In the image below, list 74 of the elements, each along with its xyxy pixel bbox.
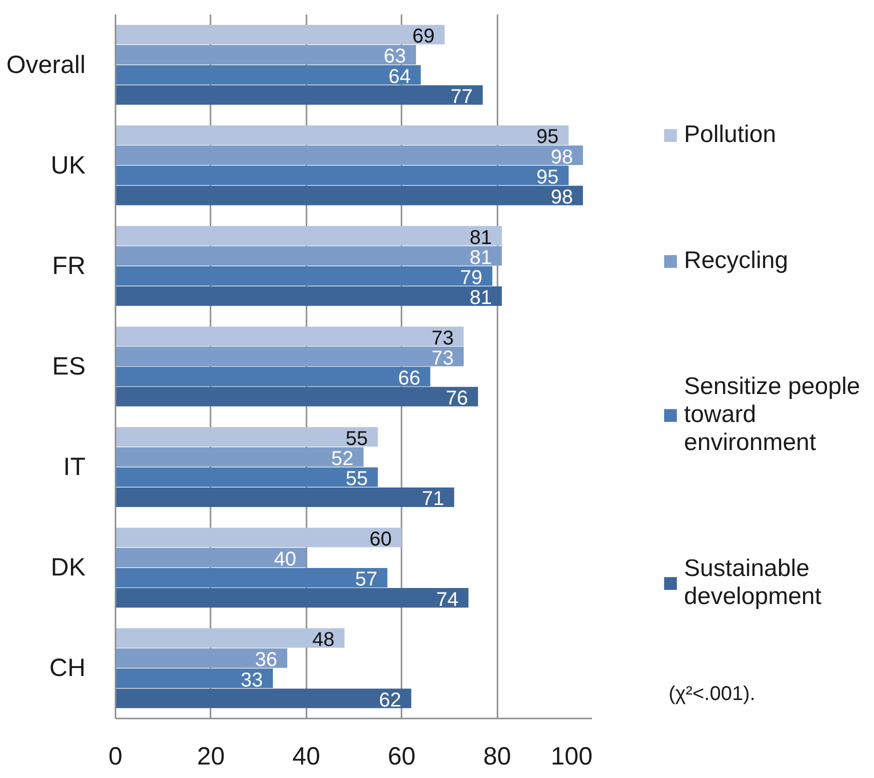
- data-label: 57: [355, 568, 378, 591]
- data-label: 63: [384, 46, 406, 68]
- y-tick-label: IT: [63, 453, 86, 482]
- bar: [116, 125, 569, 145]
- bar: [116, 386, 478, 406]
- data-label: 73: [431, 327, 454, 350]
- bar: [116, 346, 464, 366]
- bar: [116, 186, 583, 206]
- x-tick-label: 100: [550, 742, 593, 770]
- bar: [116, 688, 412, 708]
- bar: [116, 65, 421, 85]
- y-tick-label: ES: [52, 352, 86, 380]
- data-label: 81: [470, 287, 492, 310]
- data-label: 60: [369, 528, 392, 550]
- bar: [116, 588, 468, 608]
- bar: [116, 668, 273, 688]
- bar: [116, 427, 378, 447]
- data-label: 62: [378, 689, 402, 712]
- bar: [116, 166, 569, 186]
- x-tick-label: 80: [483, 742, 512, 770]
- bar: [116, 568, 388, 588]
- data-label: 98: [550, 186, 573, 209]
- data-label: 55: [346, 428, 368, 450]
- bar: [116, 266, 492, 286]
- x-tick-label: 0: [108, 742, 122, 770]
- bar: [116, 366, 430, 386]
- legend-label: Pollution: [684, 121, 776, 149]
- bar: [116, 628, 344, 648]
- data-label: 33: [240, 669, 263, 692]
- bar: [116, 146, 583, 166]
- data-label: 95: [536, 166, 559, 188]
- x-tick-label: 20: [196, 742, 225, 770]
- data-label: 98: [550, 146, 573, 168]
- data-label: 64: [388, 66, 411, 88]
- data-label: 71: [422, 488, 444, 510]
- data-label: 77: [450, 86, 473, 108]
- data-label: 55: [346, 468, 368, 490]
- bar: [116, 85, 483, 105]
- data-label: 76: [446, 388, 468, 410]
- text: (χ²<.001).: [668, 682, 756, 705]
- y-tick-label: CH: [49, 654, 86, 682]
- legend-label: Sensitize people toward environment: [684, 373, 860, 457]
- y-tick-label: UK: [50, 151, 86, 180]
- y-tick-label: Overall: [6, 50, 86, 79]
- bar: [116, 44, 416, 64]
- data-label: 95: [536, 126, 559, 148]
- y-tick-label: DK: [50, 554, 86, 582]
- bar: [116, 326, 464, 346]
- y-tick-label: FR: [52, 252, 86, 280]
- x-tick-label: 40: [292, 742, 320, 770]
- bar: [116, 226, 502, 246]
- data-label: 66: [398, 368, 420, 390]
- bar: [116, 286, 502, 306]
- bar: [116, 467, 378, 487]
- bar: [116, 487, 454, 507]
- data-label: 36: [254, 649, 278, 672]
- bar: [116, 447, 364, 467]
- data-label: 79: [460, 266, 482, 289]
- bar: [116, 548, 306, 568]
- legend-label: Sustainable development: [684, 555, 822, 611]
- data-label: 69: [412, 26, 435, 48]
- data-label: 74: [436, 588, 458, 611]
- bar: [116, 528, 402, 548]
- x-tick-label: 60: [388, 742, 416, 770]
- data-label: 81: [470, 226, 492, 249]
- data-label: 40: [274, 548, 296, 571]
- bar: [116, 648, 288, 668]
- data-label: 52: [331, 448, 354, 470]
- legend-label: Recycling: [684, 247, 788, 275]
- data-label: 48: [312, 629, 334, 652]
- data-label: 81: [470, 246, 492, 269]
- bar: [116, 24, 445, 44]
- bar: [116, 246, 502, 266]
- data-label: 73: [431, 347, 454, 370]
